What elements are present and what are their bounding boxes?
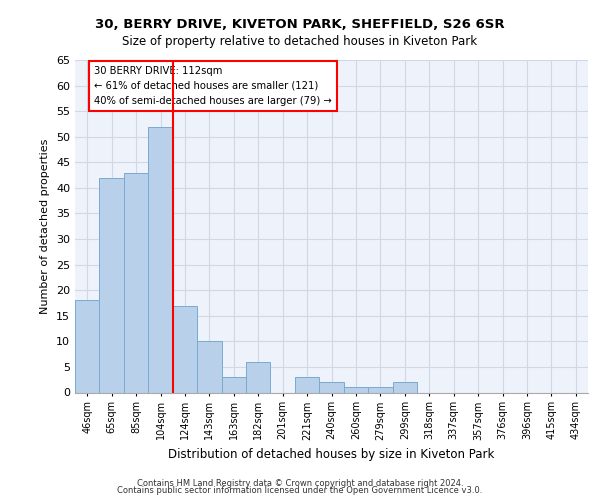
Text: Contains public sector information licensed under the Open Government Licence v3: Contains public sector information licen… <box>118 486 482 495</box>
Bar <box>197 342 221 392</box>
Y-axis label: Number of detached properties: Number of detached properties <box>40 138 50 314</box>
Bar <box>124 172 148 392</box>
Bar <box>319 382 344 392</box>
X-axis label: Distribution of detached houses by size in Kiveton Park: Distribution of detached houses by size … <box>169 448 494 461</box>
Bar <box>295 377 319 392</box>
Bar <box>344 388 368 392</box>
Bar <box>75 300 100 392</box>
Bar <box>148 126 173 392</box>
Bar <box>221 377 246 392</box>
Bar <box>246 362 271 392</box>
Text: Contains HM Land Registry data © Crown copyright and database right 2024.: Contains HM Land Registry data © Crown c… <box>137 478 463 488</box>
Bar <box>100 178 124 392</box>
Bar <box>392 382 417 392</box>
Text: 30 BERRY DRIVE: 112sqm
← 61% of detached houses are smaller (121)
40% of semi-de: 30 BERRY DRIVE: 112sqm ← 61% of detached… <box>94 66 332 106</box>
Bar <box>368 388 392 392</box>
Text: Size of property relative to detached houses in Kiveton Park: Size of property relative to detached ho… <box>122 35 478 48</box>
Text: 30, BERRY DRIVE, KIVETON PARK, SHEFFIELD, S26 6SR: 30, BERRY DRIVE, KIVETON PARK, SHEFFIELD… <box>95 18 505 30</box>
Bar <box>173 306 197 392</box>
